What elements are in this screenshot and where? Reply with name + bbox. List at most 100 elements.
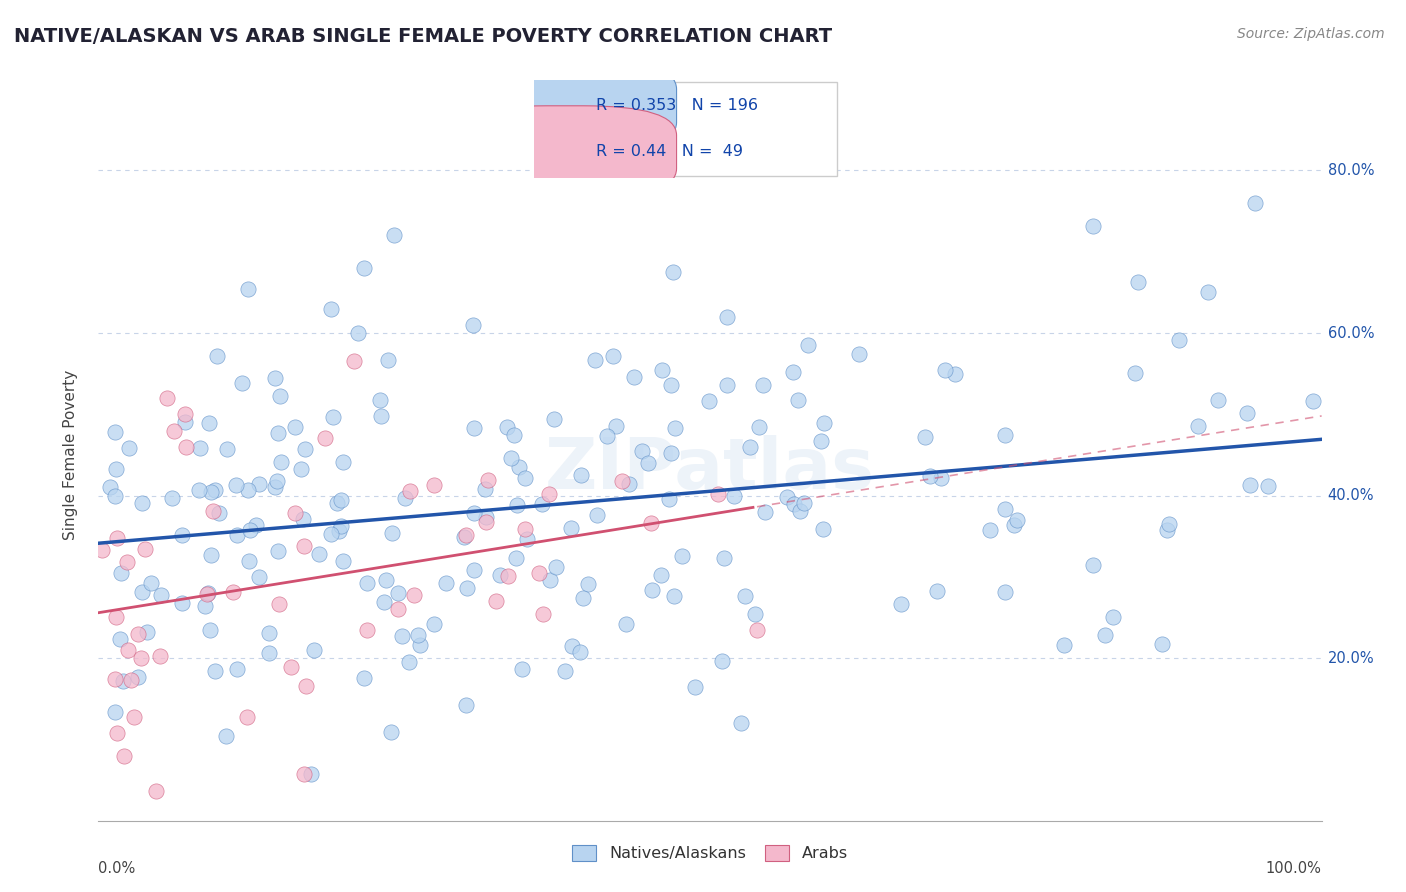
Text: R = 0.353   N = 196: R = 0.353 N = 196	[596, 98, 758, 113]
Point	[510, 663, 533, 677]
Point	[783, 497, 806, 511]
Point	[266, 426, 288, 441]
Point	[994, 502, 1017, 516]
Point	[377, 353, 399, 368]
Point	[1302, 393, 1324, 408]
Point	[194, 599, 217, 614]
Point	[172, 596, 194, 610]
Point	[200, 484, 222, 499]
Point	[782, 365, 804, 379]
Point	[477, 474, 499, 488]
Point	[914, 430, 936, 444]
Point	[612, 475, 634, 489]
Point	[461, 318, 484, 332]
Point	[513, 522, 536, 536]
Point	[707, 487, 730, 501]
Point	[1094, 628, 1116, 642]
Point	[98, 480, 121, 494]
Point	[776, 491, 799, 505]
Point	[269, 389, 291, 403]
Point	[1053, 639, 1076, 653]
Point	[1236, 406, 1258, 420]
Point	[290, 462, 312, 476]
Point	[127, 627, 149, 641]
Point	[117, 643, 139, 657]
Point	[927, 584, 949, 599]
Point	[247, 570, 270, 584]
Point	[280, 659, 302, 673]
Point	[368, 392, 391, 407]
Point	[1187, 419, 1209, 434]
Point	[1239, 478, 1261, 492]
Point	[531, 497, 554, 511]
Point	[789, 504, 811, 518]
Point	[463, 506, 485, 520]
Point	[748, 420, 770, 434]
Point	[531, 607, 554, 621]
Point	[292, 766, 315, 780]
Point	[236, 710, 259, 724]
Point	[503, 428, 526, 442]
Point	[328, 524, 350, 538]
Point	[560, 521, 582, 535]
Point	[105, 725, 128, 739]
Point	[1244, 196, 1267, 211]
Point	[538, 487, 561, 501]
Point	[1152, 637, 1174, 651]
Point	[1126, 276, 1149, 290]
Point	[716, 310, 738, 325]
Point	[156, 391, 179, 405]
Point	[163, 424, 186, 438]
Point	[527, 566, 550, 580]
Point	[463, 421, 485, 435]
Point	[602, 349, 624, 363]
Point	[257, 646, 280, 660]
Point	[641, 583, 664, 598]
Point	[270, 455, 292, 469]
Point	[920, 468, 942, 483]
Point	[813, 416, 835, 430]
Text: 0.0%: 0.0%	[98, 861, 135, 876]
Point	[91, 542, 114, 557]
Point	[208, 506, 231, 520]
Point	[291, 512, 314, 526]
Point	[404, 588, 426, 602]
Point	[257, 625, 280, 640]
Point	[1156, 523, 1178, 537]
Point	[979, 523, 1001, 537]
Point	[890, 597, 912, 611]
Point	[299, 767, 322, 781]
Point	[650, 568, 672, 582]
Point	[734, 589, 756, 603]
Point	[267, 543, 290, 558]
FancyBboxPatch shape	[454, 106, 676, 198]
Point	[793, 496, 815, 510]
Point	[394, 491, 416, 506]
Point	[1206, 392, 1229, 407]
Point	[1168, 333, 1191, 347]
Point	[943, 367, 966, 381]
Point	[659, 445, 682, 459]
Point	[406, 628, 429, 642]
Point	[134, 542, 156, 557]
Point	[370, 409, 392, 423]
Point	[149, 648, 172, 663]
Point	[198, 623, 221, 637]
Point	[848, 347, 870, 361]
Text: R = 0.44   N =  49: R = 0.44 N = 49	[596, 145, 744, 160]
Point	[1123, 366, 1146, 380]
Point	[391, 629, 413, 643]
Point	[188, 483, 211, 497]
Point	[572, 591, 595, 605]
Point	[713, 551, 735, 566]
Point	[723, 489, 745, 503]
Point	[423, 478, 446, 492]
Point	[797, 338, 820, 352]
Point	[131, 585, 153, 599]
Point	[347, 326, 370, 340]
Point	[215, 730, 238, 744]
Point	[149, 588, 172, 602]
Legend: Natives/Alaskans, Arabs: Natives/Alaskans, Arabs	[565, 838, 855, 868]
Text: 40.0%: 40.0%	[1327, 488, 1374, 503]
Text: 100.0%: 100.0%	[1265, 861, 1322, 876]
